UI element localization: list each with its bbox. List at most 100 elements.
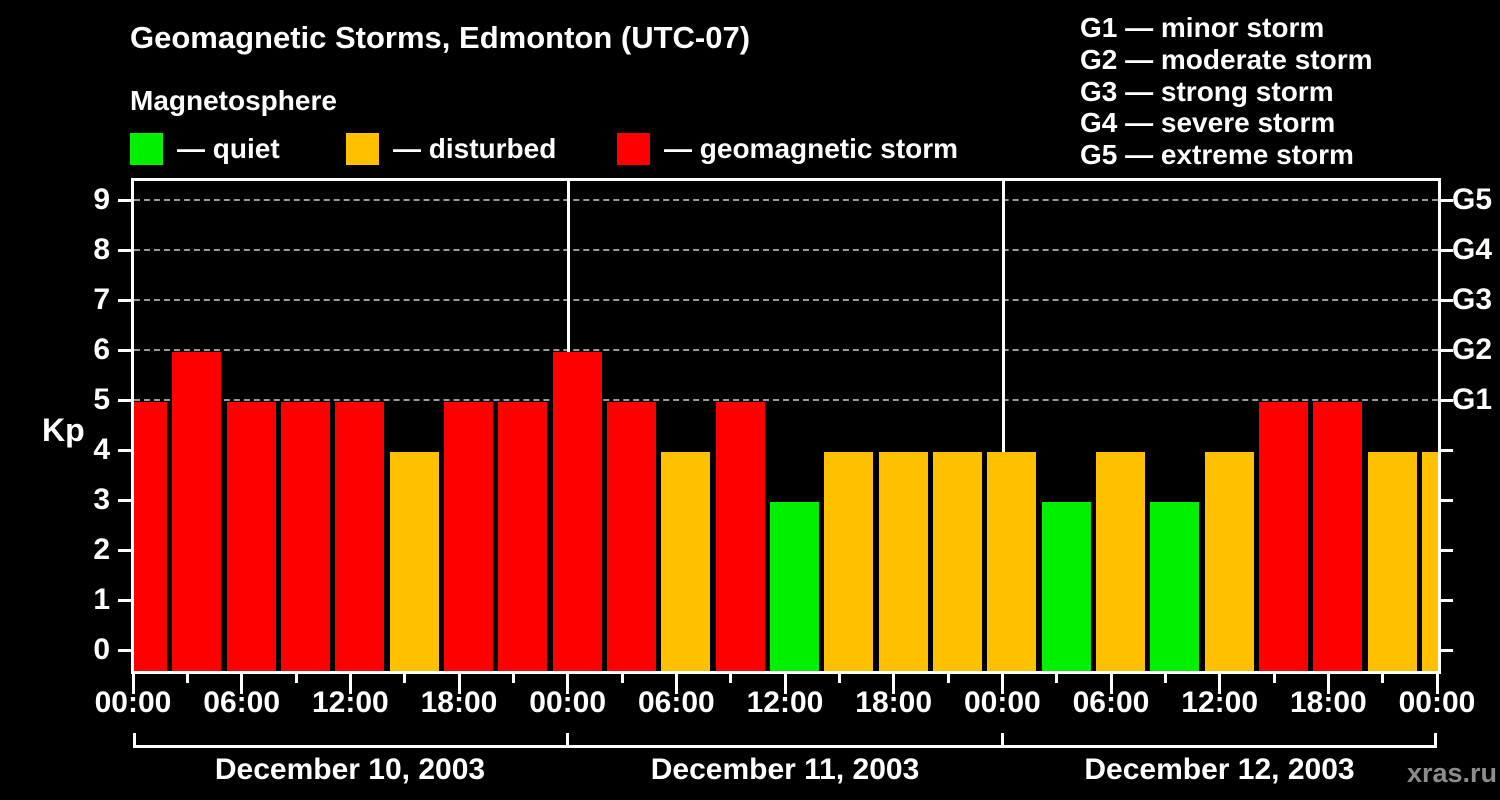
day-label: December 10, 2003 — [214, 753, 486, 786]
x-tick-minor — [1272, 672, 1276, 683]
day-label: December 12, 2003 — [1084, 753, 1355, 786]
x-tick-minor — [403, 672, 407, 683]
kp-bar-quiet — [1041, 502, 1091, 671]
y-tick-left — [118, 398, 131, 402]
kp-bar-storm — [172, 352, 222, 671]
x-tick-major — [1000, 672, 1004, 694]
y-tick-left — [118, 598, 131, 602]
kp-bar-storm — [226, 402, 276, 671]
kp-bar-disturbed — [1096, 452, 1145, 671]
kp-bar-storm — [134, 402, 167, 671]
kp-bar-storm — [498, 402, 548, 671]
kp-bar-disturbed — [1204, 452, 1254, 671]
y-tick-left — [118, 548, 131, 552]
kp-bar-disturbed — [987, 452, 1037, 671]
kp-bar-disturbed — [1367, 452, 1417, 671]
legend-label: — disturbed — [393, 133, 557, 164]
x-tick-minor — [620, 672, 624, 683]
y-tick-right — [1440, 598, 1453, 602]
y-tick-left — [118, 198, 131, 202]
gridline-kp9 — [134, 199, 1438, 201]
kp-bar-storm — [1313, 402, 1363, 671]
y-tick-right — [1440, 448, 1453, 452]
x-tick-label: 00:00 — [94, 686, 172, 719]
y-tick-label: 5 — [93, 383, 110, 416]
kp-bar-storm — [444, 402, 493, 671]
y-tick-label: 6 — [93, 333, 110, 366]
y-tick-right — [1440, 398, 1453, 402]
x-tick-label: 12:00 — [1181, 686, 1259, 719]
x-tick-major — [566, 672, 570, 694]
chart-subtitle: Magnetosphere — [130, 85, 337, 116]
x-tick-major — [783, 672, 787, 694]
date-bracket-tick — [566, 733, 570, 746]
x-tick-major — [457, 672, 461, 694]
y-tick-label: 9 — [93, 183, 110, 216]
legend-swatch-disturbed — [346, 133, 379, 165]
y-tick-right — [1440, 298, 1453, 302]
y-tick-right — [1440, 648, 1453, 652]
kp-bar-disturbed — [1422, 452, 1438, 671]
kp-bar-disturbed — [661, 452, 711, 671]
y-tick-label: 1 — [93, 583, 110, 616]
x-tick-label: 18:00 — [420, 686, 498, 719]
y-tick-right — [1440, 548, 1453, 552]
x-tick-label: 06:00 — [203, 686, 281, 719]
kp-bar-storm — [552, 352, 602, 671]
legend-label: — quiet — [177, 133, 280, 164]
chart-title: Geomagnetic Storms, Edmonton (UTC-07) — [130, 20, 751, 55]
x-tick-major — [674, 672, 678, 694]
y-axis-title: Kp — [42, 412, 85, 448]
storm-scale-line: G4 — severe storm — [1080, 107, 1336, 139]
x-tick-label: 00:00 — [1398, 686, 1476, 719]
x-tick-minor — [946, 672, 950, 683]
x-tick-major — [240, 672, 244, 694]
x-tick-label: 18:00 — [1289, 686, 1367, 719]
x-tick-minor — [1055, 672, 1059, 683]
x-tick-minor — [511, 672, 515, 683]
x-tick-major — [892, 672, 896, 694]
gridline-kp8 — [134, 249, 1438, 251]
x-tick-label: 06:00 — [637, 686, 715, 719]
kp-bar-storm — [1259, 402, 1308, 671]
y-tick-left — [118, 348, 131, 352]
x-tick-major — [1435, 672, 1439, 694]
y-tick-label: 4 — [93, 433, 110, 466]
x-tick-label: 00:00 — [963, 686, 1041, 719]
y-tick-left — [118, 498, 131, 502]
x-tick-major — [1326, 672, 1330, 694]
kp-bar-quiet — [770, 502, 819, 671]
y-tick-label: 8 — [93, 233, 110, 266]
kp-bar-disturbed — [389, 452, 439, 671]
right-axis-label-g1: G1 — [1452, 383, 1493, 416]
y-tick-right — [1440, 198, 1453, 202]
storm-scale-line: G3 — strong storm — [1080, 75, 1334, 107]
right-axis-label-g3: G3 — [1452, 283, 1493, 316]
y-tick-label: 3 — [93, 483, 110, 516]
y-tick-label: 2 — [93, 533, 110, 566]
x-tick-label: 12:00 — [746, 686, 824, 719]
storm-scale-line: G1 — minor storm — [1080, 12, 1325, 43]
x-tick-minor — [185, 672, 189, 683]
y-tick-right — [1440, 498, 1453, 502]
kp-bar-storm — [715, 402, 765, 671]
date-bracket-tick — [1434, 733, 1437, 746]
storm-scale-line: G5 — extreme storm — [1080, 139, 1354, 171]
legend-label: — geomagnetic storm — [664, 133, 959, 164]
date-bracket-line — [133, 745, 1437, 748]
kp-bar-storm — [607, 402, 656, 671]
kp-bar-disturbed — [824, 452, 874, 671]
legend-swatch-quiet — [130, 133, 163, 165]
x-tick-major — [1218, 672, 1222, 694]
y-tick-left — [118, 448, 131, 452]
x-tick-minor — [729, 672, 733, 683]
x-tick-label: 18:00 — [855, 686, 933, 719]
y-tick-left — [118, 248, 131, 252]
gridline-kp7 — [134, 299, 1438, 301]
day-divider — [1001, 181, 1005, 671]
x-tick-label: 06:00 — [1072, 686, 1150, 719]
y-tick-left — [118, 648, 131, 652]
watermark: xras.ru — [1406, 758, 1497, 788]
y-tick-label: 7 — [93, 283, 110, 316]
date-bracket-tick — [1000, 733, 1004, 746]
